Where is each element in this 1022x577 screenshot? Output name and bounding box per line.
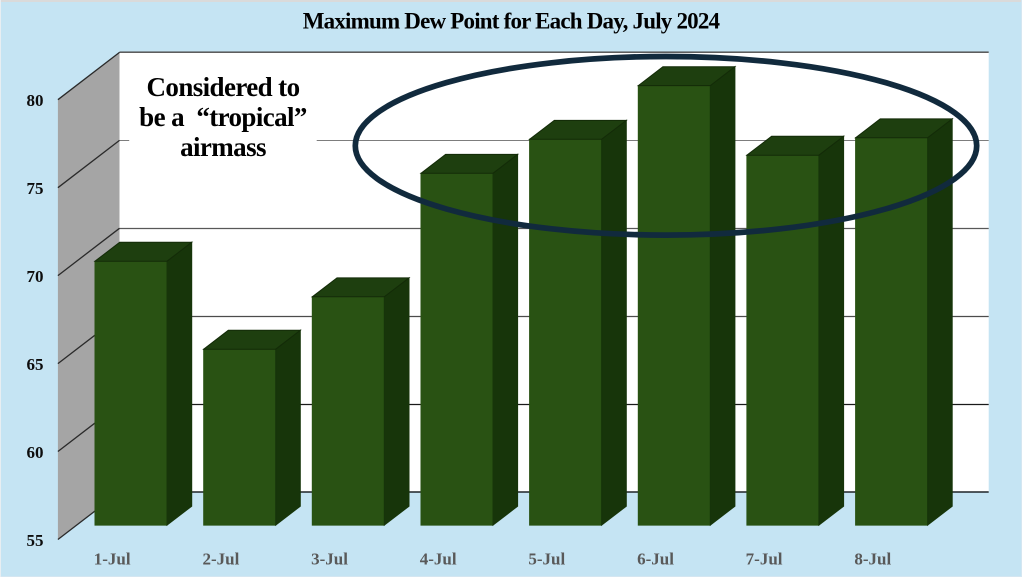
svg-text:55: 55 [27,531,44,550]
svg-text:80: 80 [27,91,44,110]
svg-text:be a “tropical”: be a “tropical” [139,102,307,132]
svg-text:6-Jul: 6-Jul [637,550,674,569]
svg-text:75: 75 [27,179,44,198]
svg-text:5-Jul: 5-Jul [528,550,565,569]
svg-text:3-Jul: 3-Jul [311,550,348,569]
svg-text:7-Jul: 7-Jul [746,550,783,569]
svg-text:Considered to: Considered to [147,72,300,102]
svg-text:65: 65 [27,355,44,374]
svg-text:airmass: airmass [180,132,266,162]
svg-text:4-Jul: 4-Jul [420,550,457,569]
svg-text:1-Jul: 1-Jul [94,550,131,569]
svg-text:60: 60 [27,443,44,462]
svg-text:8-Jul: 8-Jul [854,550,891,569]
svg-text:70: 70 [27,267,44,286]
svg-text:2-Jul: 2-Jul [202,550,239,569]
svg-text:Maximum Dew Point for Each Day: Maximum Dew Point for Each Day, July 202… [303,8,721,33]
